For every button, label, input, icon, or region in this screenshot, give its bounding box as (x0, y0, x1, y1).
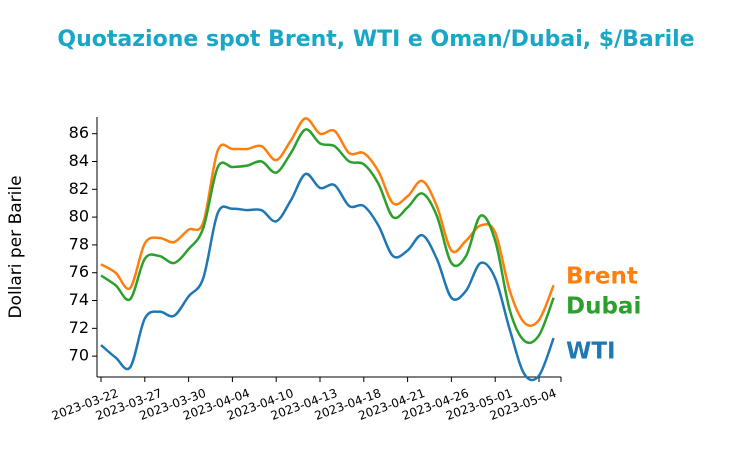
y-tick-label: 84 (69, 151, 89, 170)
y-tick-label: 74 (69, 290, 89, 309)
series-label: Brent (566, 264, 638, 290)
line (100, 172, 555, 382)
y-axis-label: Dollari per Barile (6, 175, 26, 318)
y-tick-label: 82 (69, 179, 89, 198)
y-tick-label: 80 (69, 207, 89, 226)
chart-title: Quotazione spot Brent, WTI e Oman/Dubai,… (57, 27, 694, 52)
y-tick-label: 70 (69, 346, 89, 365)
y-tick-label: 86 (69, 123, 89, 142)
series-label: WTI (566, 339, 616, 365)
y-tick-label: 76 (69, 262, 89, 281)
line (100, 117, 555, 327)
y-tick-label: 72 (69, 318, 89, 337)
line (100, 128, 555, 345)
y-tick-label: 78 (69, 234, 89, 253)
series-label: Dubai (566, 294, 641, 320)
